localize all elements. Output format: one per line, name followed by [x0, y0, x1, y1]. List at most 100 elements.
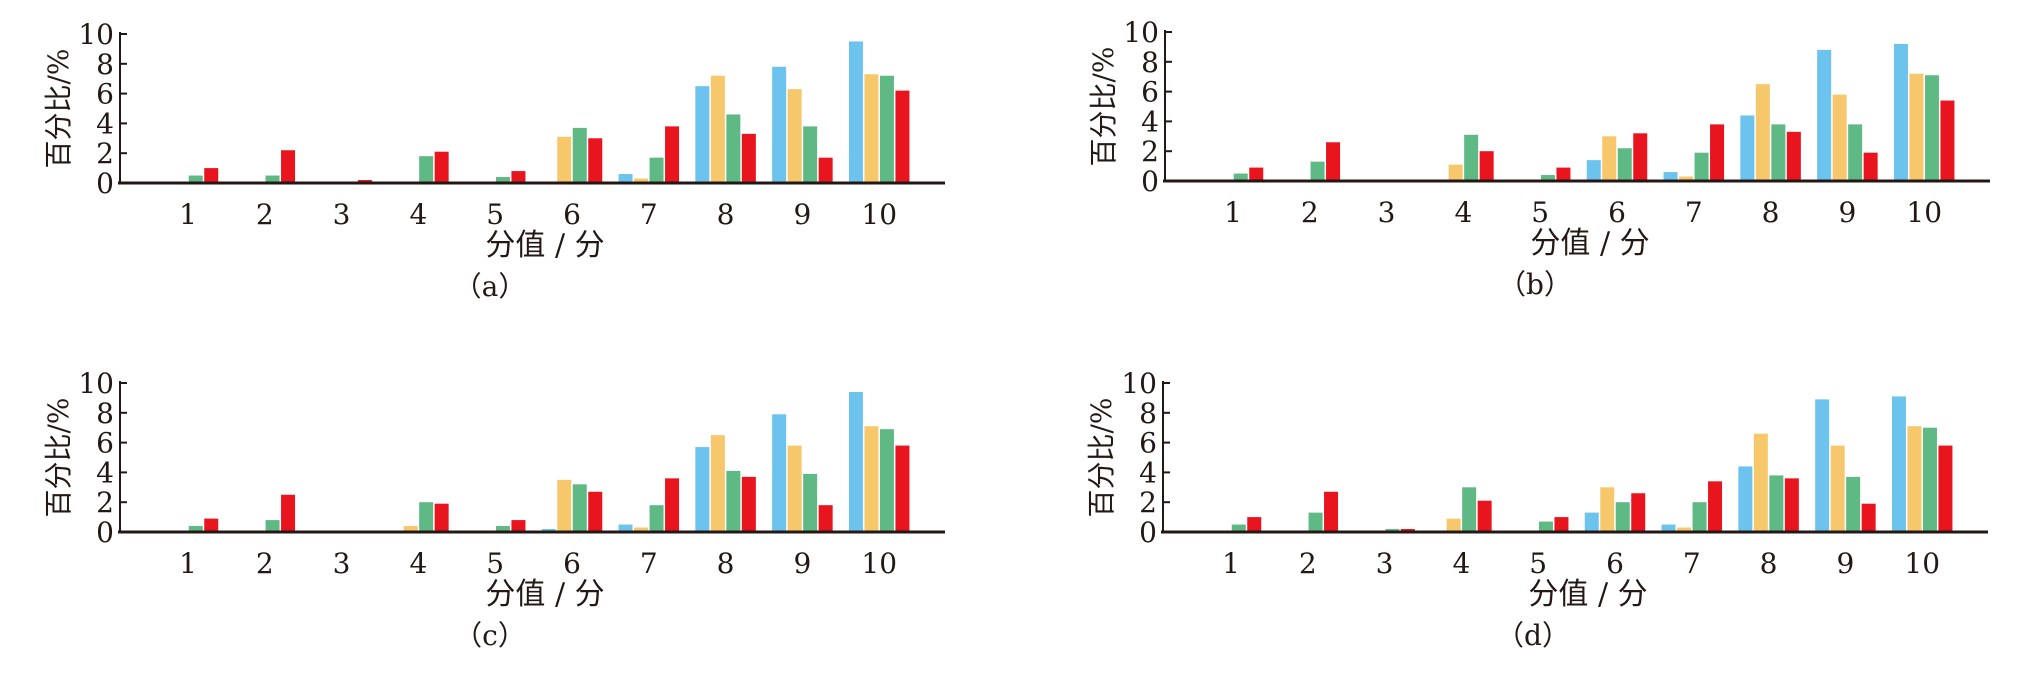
bar [495, 177, 510, 183]
x-tick-label: 7 [640, 547, 658, 580]
x-tick-label: 3 [333, 547, 351, 580]
bar [772, 414, 787, 532]
x-tick-label: 9 [793, 198, 811, 231]
bar [710, 75, 725, 183]
x-tick-label: 9 [1836, 547, 1854, 580]
bar [879, 75, 894, 183]
x-tick-label: 4 [409, 547, 427, 580]
bar [1584, 512, 1599, 532]
bar [1633, 133, 1648, 181]
bar [1861, 503, 1876, 532]
bar [1940, 100, 1955, 181]
y-tick-label: 8 [1141, 46, 1159, 79]
bar [1540, 175, 1555, 181]
bar [848, 41, 863, 184]
bar [1446, 518, 1461, 532]
bar [803, 473, 818, 532]
bar [1755, 84, 1770, 181]
bar [665, 478, 680, 532]
bar [726, 114, 741, 183]
bar [572, 484, 587, 532]
bar [1692, 502, 1707, 532]
bar [741, 133, 756, 183]
bar [1832, 94, 1847, 181]
bar [879, 429, 894, 532]
x-tick-label: 4 [1452, 547, 1470, 580]
y-tick-label: 10 [1121, 367, 1157, 400]
bar [1786, 131, 1801, 181]
bar [634, 527, 649, 532]
bar [1893, 43, 1908, 181]
bar [434, 151, 449, 183]
bar [1907, 426, 1922, 532]
bar [188, 526, 203, 532]
bar [1602, 136, 1617, 181]
y-tick-label: 4 [1139, 456, 1157, 489]
x-tick-label: 2 [1299, 547, 1317, 580]
bar [1661, 524, 1676, 532]
x-tick-label: 5 [1529, 547, 1547, 580]
x-tick-label: 4 [1454, 196, 1472, 229]
bar [204, 518, 219, 532]
x-tick-label: 6 [563, 547, 581, 580]
subplot-caption: （c） [454, 619, 526, 652]
bar [1708, 481, 1723, 532]
bar [281, 494, 296, 532]
x-tick-label: 9 [1838, 196, 1856, 229]
bar [864, 74, 879, 183]
bar [1830, 445, 1845, 532]
bar [895, 445, 910, 532]
y-tick-label: 6 [1141, 76, 1159, 109]
bar [634, 178, 649, 183]
bar [1846, 476, 1861, 532]
bar [1479, 151, 1494, 181]
bar [1738, 466, 1753, 532]
bar [511, 171, 526, 183]
y-tick-label: 8 [1139, 397, 1157, 430]
y-tick-label: 0 [96, 167, 114, 200]
subplot-caption: （d） [1496, 619, 1570, 652]
bar [403, 526, 418, 532]
x-tick-label: 8 [717, 198, 735, 231]
x-tick-label: 6 [563, 198, 581, 231]
y-tick-label: 2 [1141, 135, 1159, 168]
bar [1679, 176, 1694, 181]
x-tick-label: 9 [793, 547, 811, 580]
y-tick-label: 6 [96, 427, 114, 460]
bar [1631, 493, 1646, 532]
bar [1817, 49, 1832, 181]
bar [1922, 427, 1937, 532]
y-tick-label: 0 [96, 516, 114, 549]
y-tick-label: 10 [78, 18, 114, 51]
x-tick-label: 10 [861, 198, 897, 231]
bar [803, 126, 818, 183]
bar [695, 86, 710, 183]
bar [1324, 491, 1339, 532]
y-tick-label: 4 [96, 107, 114, 140]
x-tick-label: 7 [1683, 547, 1701, 580]
x-tick-label: 5 [1531, 196, 1549, 229]
x-tick-label: 8 [717, 547, 735, 580]
bar [1924, 75, 1939, 181]
x-tick-label: 2 [256, 198, 274, 231]
bar [1310, 161, 1325, 181]
bar [1615, 502, 1630, 532]
x-tick-label: 3 [333, 198, 351, 231]
bar [1600, 487, 1615, 532]
bar [419, 502, 434, 532]
x-tick-label: 4 [409, 198, 427, 231]
x-tick-label: 2 [256, 547, 274, 580]
x-tick-label: 1 [179, 198, 197, 231]
x-tick-label: 10 [1906, 196, 1942, 229]
bar [649, 505, 664, 532]
x-tick-label: 10 [1904, 547, 1940, 580]
bar [1448, 164, 1463, 181]
bar [1233, 173, 1248, 181]
bar [1938, 445, 1953, 532]
x-tick-label: 7 [640, 198, 658, 231]
bar [710, 435, 725, 532]
bar [1909, 73, 1924, 181]
